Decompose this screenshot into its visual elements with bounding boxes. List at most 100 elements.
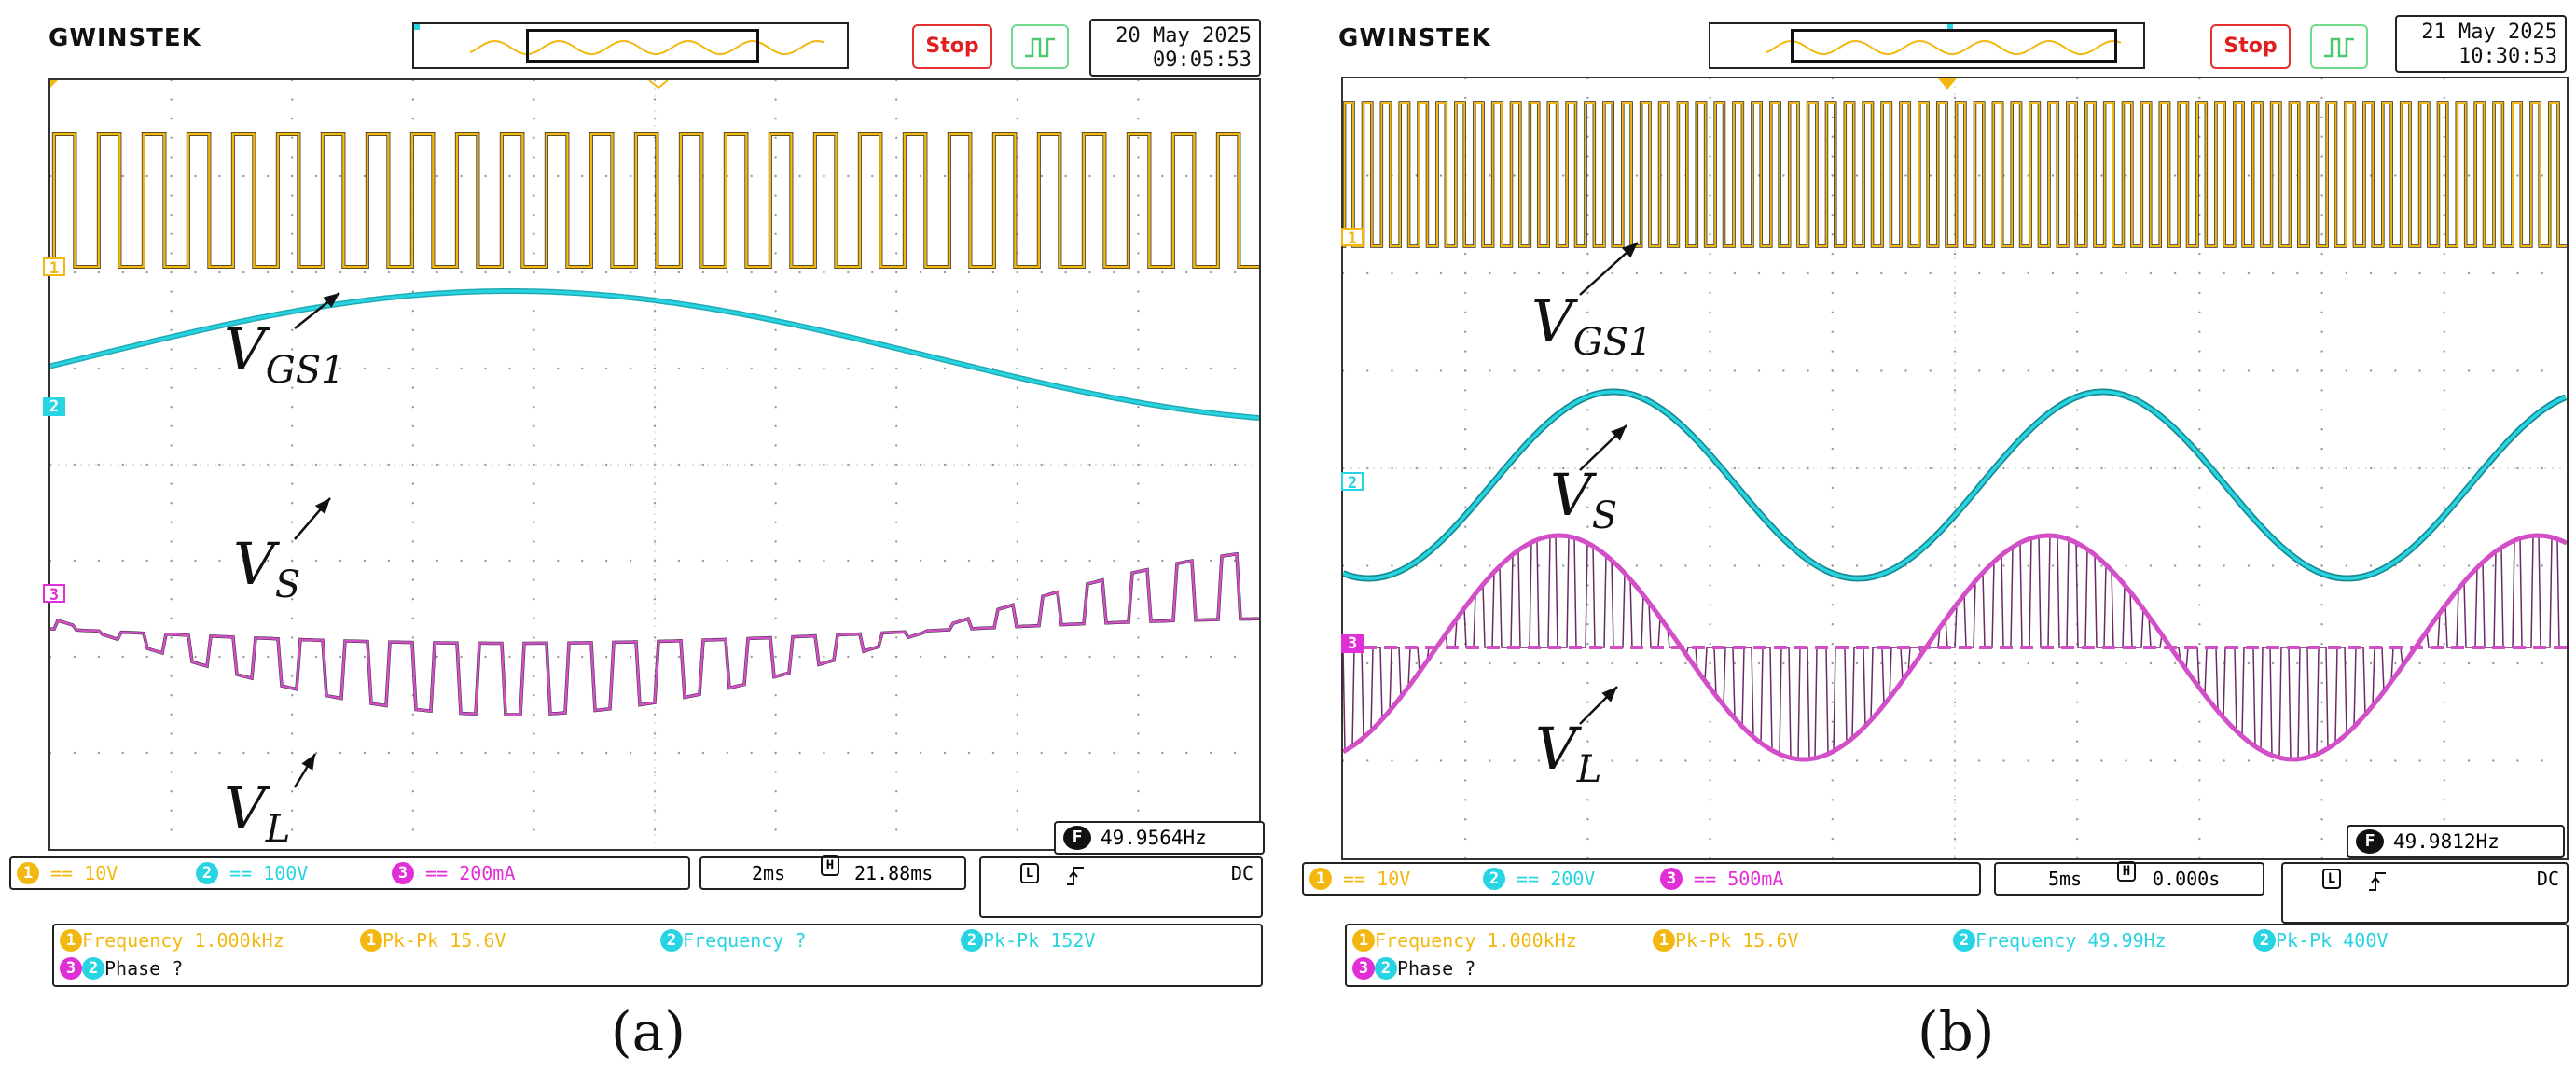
trigger-mode-glyph [1025, 37, 1055, 58]
graticule [1343, 78, 2543, 858]
trigger-mode-glyph [2324, 37, 2354, 58]
channel-2-marker[interactable]: 2 [43, 397, 65, 416]
channel-2-marker[interactable]: 2 [1341, 472, 1364, 493]
arrow-head [314, 498, 330, 515]
frequency-counter: F 49.9812Hz [2347, 825, 2565, 858]
trigger-level-marker [50, 80, 58, 88]
rising-edge-icon [2369, 872, 2386, 891]
ch2-trace [1343, 390, 2567, 580]
brand-logo: GWINSTEK [48, 24, 201, 52]
trigger-mode-icon[interactable] [2310, 24, 2368, 69]
horizontal-position-icon: H [2117, 861, 2136, 882]
ch3-trace [50, 552, 1259, 716]
measurement-item: 2 Pk-Pk 400V [2253, 929, 2388, 952]
vl-label: VL [1535, 715, 1602, 791]
stop-button[interactable]: Stop [912, 24, 992, 69]
vl-label: VL [224, 774, 291, 851]
ch2-trace-shadow [1343, 388, 2567, 582]
measurement-item: 1 Pk-Pk 15.6V [1653, 929, 1798, 952]
waveform-screen[interactable]: 1 2 3 F 49.9812Hz [1341, 77, 2569, 860]
memory-overview-bar[interactable] [1709, 22, 2145, 69]
arrow-head [1601, 687, 1617, 702]
memory-overview-bar[interactable] [412, 22, 849, 69]
vertical-scale-bar: 1 == 10V 2 == 200V 3 == 500mA [1302, 862, 1981, 896]
channel-3-scale[interactable]: 3 == 200mA [392, 858, 515, 888]
measurement-panel: 1 Frequency 1.000kHz 1 Pk-Pk 15.6V 2 Freque… [52, 924, 1263, 987]
oscilloscope-panel-a: GWINSTEK Stop 20 May 2025 09:05:53 1 2 3… [0, 0, 1265, 1085]
measurement-item: 1 Pk-Pk 15.6V [360, 929, 506, 952]
vertical-scale-bar: 1 == 10V 2 == 100V 3 == 200mA [9, 856, 690, 890]
channel-2-scale[interactable]: 2 == 100V [196, 858, 308, 888]
channel-3-scale[interactable]: 3 == 500mA [1660, 864, 1783, 894]
ch1-trace [50, 132, 1259, 269]
overview-waveform [414, 24, 825, 56]
vgs1-label: VGS1 [224, 315, 345, 392]
measurement-item: 3 2 Phase ? [60, 957, 183, 980]
overview-marker [414, 24, 420, 30]
trigger-mode-icon[interactable] [1011, 24, 1069, 69]
trigger-info-box[interactable]: L DC [2281, 862, 2569, 924]
waveform-plot [1343, 78, 2567, 858]
channel-1-marker[interactable]: 1 [1341, 228, 1364, 248]
ch3-trace-shadow [1343, 535, 2567, 760]
channel-1-scale[interactable]: 1 == 10V [17, 858, 118, 888]
frequency-counter: F 49.9564Hz [1054, 821, 1265, 855]
trigger-position-marker [648, 80, 669, 90]
date-text: 20 May 2025 [1115, 24, 1252, 48]
arrow-head [1611, 425, 1627, 441]
dc-coupling-icon: == [1517, 868, 1540, 890]
trigger-source-icon: L [1020, 863, 1039, 883]
vgs1-label: VGS1 [1531, 287, 1653, 364]
dc-coupling-icon: == [229, 862, 253, 884]
ch3-envelope [1343, 533, 2567, 762]
rising-edge-icon [1067, 867, 1084, 885]
channel-3-marker[interactable]: 3 [43, 584, 65, 605]
f-icon: F [1063, 826, 1091, 850]
timebase-display[interactable]: 2ms H 21.88ms [699, 855, 966, 890]
dc-coupling-icon: == [425, 862, 449, 884]
overview-window[interactable] [1791, 29, 2117, 63]
dc-coupling-icon: == [1343, 868, 1366, 890]
overview-waveform [1766, 24, 2122, 56]
measurement-item: 1 Frequency 1.000kHz [1352, 929, 1577, 952]
figure-caption: (a) [611, 1000, 686, 1064]
figure-caption: (b) [1918, 1000, 1995, 1064]
time-text: 10:30:53 [2458, 45, 2557, 68]
timebase-display[interactable]: 5ms H 0.000s [1994, 861, 2264, 896]
channel-2-scale[interactable]: 2 == 200V [1483, 864, 1595, 894]
overview-marker [1947, 24, 1953, 30]
channel-1-scale[interactable]: 1 == 10V [1309, 864, 1410, 894]
channel-1-marker[interactable]: 1 [43, 257, 65, 278]
vs-label: VS [1550, 461, 1618, 537]
horizontal-position-icon: H [821, 855, 839, 876]
measurement-item: 2 Pk-Pk 152V [961, 929, 1095, 952]
f-icon: F [2356, 829, 2384, 854]
vs-label: VS [233, 530, 301, 606]
measurement-item: 2 Frequency 49.99Hz [1953, 929, 2167, 952]
dc-coupling-icon: == [1694, 868, 1717, 890]
date-time-display: 20 May 2025 09:05:53 [1089, 19, 1261, 77]
stop-button[interactable]: Stop [2210, 24, 2291, 69]
ch1-trace [1343, 102, 2567, 247]
measurement-item: 3 2 Phase ? [1352, 957, 1475, 980]
oscilloscope-panel-b: GWINSTEK Stop 21 May 2025 10:30:53 1 2 3… [1298, 0, 2569, 1085]
channel-3-marker[interactable]: 3 [1341, 634, 1364, 653]
arrow-head [301, 754, 315, 771]
date-text: 21 May 2025 [2421, 21, 2557, 44]
measurement-item: 1 Frequency 1.000kHz [60, 929, 284, 952]
trigger-position-marker [1938, 78, 1957, 90]
arrow-head [1621, 243, 1638, 258]
trigger-info-box[interactable]: L DC [979, 856, 1263, 918]
time-text: 09:05:53 [1153, 49, 1252, 72]
waveform-plot [50, 80, 1259, 849]
ch2-trace [50, 289, 1259, 420]
date-time-display: 21 May 2025 10:30:53 [2395, 15, 2567, 73]
brand-logo: GWINSTEK [1338, 24, 1491, 52]
measurement-item: 2 Frequency ? [660, 929, 806, 952]
trigger-source-icon: L [2322, 869, 2341, 889]
arrow-head [323, 293, 339, 308]
waveform-screen[interactable]: 1 2 3 F 49.9564Hz [43, 78, 1265, 855]
measurement-panel: 1 Frequency 1.000kHz 1 Pk-Pk 15.6V 2 Freque… [1345, 924, 2569, 987]
dc-coupling-icon: == [50, 862, 74, 884]
overview-window[interactable] [526, 29, 759, 63]
